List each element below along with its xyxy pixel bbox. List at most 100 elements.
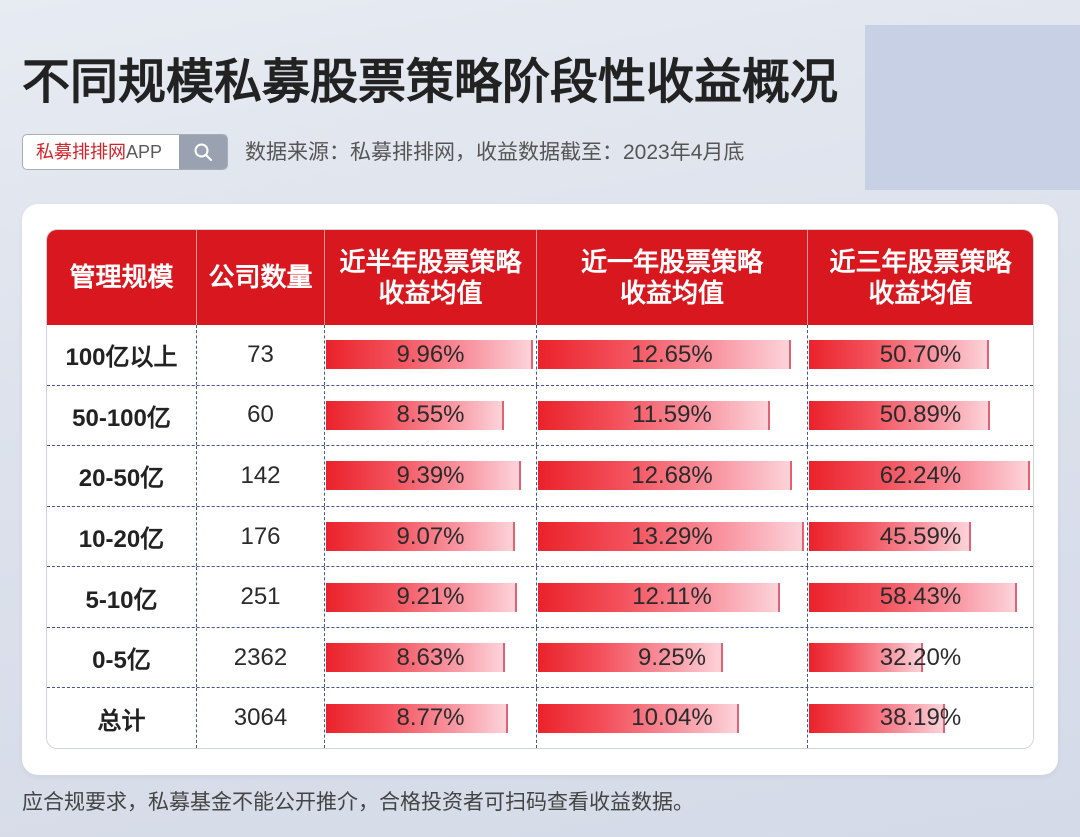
search-suffix: APP	[126, 142, 163, 162]
return-value-three-year: 50.89%	[879, 401, 962, 429]
return-bar-half-year	[326, 582, 518, 612]
return-bar-one-year	[538, 703, 739, 733]
table-row: 5-10亿 251 9.21% 12.11% 58.43%	[47, 567, 1033, 628]
return-cell-one-year: 12.11%	[537, 567, 808, 627]
header-one-year-line2: 收益均值	[619, 277, 724, 308]
table-row: 100亿以上 73 9.96% 12.65% 50.70%	[47, 325, 1033, 386]
header-company-count-label: 公司数量	[208, 262, 313, 292]
table-row: 0-5亿 2362 8.63% 9.25% 32.20%	[47, 627, 1033, 689]
search-brand: 私募排排网	[36, 142, 126, 162]
search-box[interactable]: 私募排排网APP	[22, 134, 228, 170]
table-row: 20-50亿 142 9.39% 12.68% 62.24%	[47, 446, 1033, 507]
data-source-note: 数据来源：私募排排网，收益数据截至：2023年4月底	[245, 141, 745, 164]
return-cell-three-year: 50.70%	[808, 325, 1033, 385]
return-value-three-year: 45.59%	[879, 522, 962, 550]
company-count: 251	[240, 583, 281, 611]
company-count: 73	[247, 340, 274, 368]
table-row: 10-20亿 176 9.07% 13.29% 45.59%	[47, 506, 1033, 568]
table-header: 管理规模 公司数量 近半年股票策略 收益均值 近一年股票策略 收益均值 近三年股…	[47, 230, 1033, 325]
search-icon-handle	[205, 154, 212, 161]
return-bar-three-year	[809, 340, 989, 370]
company-count-cell: 251	[197, 567, 325, 627]
background-panel	[865, 25, 1080, 190]
return-value-one-year: 10.04%	[631, 704, 713, 732]
scale-cell: 总计	[47, 688, 197, 748]
return-value-three-year: 38.19%	[879, 704, 962, 732]
company-count: 176	[240, 522, 281, 550]
return-value-one-year: 13.29%	[631, 522, 713, 550]
header-half-year-line1: 近半年股票策略	[339, 246, 522, 277]
header-one-year-line1: 近一年股票策略	[580, 246, 763, 277]
return-bar-three-year	[809, 461, 1030, 491]
return-cell-half-year: 9.39%	[325, 446, 537, 506]
return-value-half-year: 9.07%	[396, 522, 465, 550]
scale-label: 100亿以上	[65, 344, 178, 372]
table-body: 100亿以上 73 9.96% 12.65% 50.70% 50-100亿 60 8.55% 1…	[47, 325, 1033, 748]
return-bar-half-year	[326, 340, 533, 370]
return-cell-one-year: 12.65%	[537, 325, 808, 385]
return-cell-three-year: 62.24%	[808, 446, 1033, 506]
search-button[interactable]	[179, 135, 227, 169]
header-one-year: 近一年股票策略 收益均值	[537, 230, 808, 325]
return-value-three-year: 32.20%	[879, 643, 962, 671]
header-scale-label: 管理规模	[69, 262, 174, 292]
header-three-year: 近三年股票策略 收益均值	[808, 230, 1033, 325]
return-value-one-year: 11.59%	[632, 401, 712, 429]
scale-cell: 5-10亿	[47, 567, 197, 627]
table-card: 管理规模 公司数量 近半年股票策略 收益均值 近一年股票策略 收益均值 近三年股…	[22, 204, 1058, 775]
return-cell-half-year: 9.96%	[325, 325, 537, 385]
return-cell-one-year: 9.25%	[537, 627, 808, 688]
header-half-year-line2: 收益均值	[378, 277, 483, 308]
return-bar-one-year	[538, 522, 804, 552]
return-cell-one-year: 11.59%	[537, 385, 808, 446]
return-bar-half-year	[326, 522, 515, 552]
company-count: 2362	[233, 643, 288, 671]
table-row: 50-100亿 60 8.55% 11.59% 50.89%	[47, 385, 1033, 447]
company-count: 3064	[233, 704, 288, 732]
return-cell-half-year: 9.07%	[325, 506, 537, 567]
return-value-three-year: 58.43%	[879, 583, 962, 611]
company-count: 142	[240, 461, 281, 489]
company-count-cell: 142	[197, 446, 325, 506]
return-bar-half-year	[326, 703, 509, 733]
return-bar-half-year	[326, 643, 506, 673]
return-value-three-year: 62.24%	[879, 461, 962, 489]
scale-label: 5-10亿	[85, 586, 158, 614]
search-icon-lens	[194, 143, 209, 158]
return-bar-one-year	[538, 340, 792, 370]
return-value-half-year: 8.63%	[396, 643, 465, 671]
company-count-cell: 2362	[197, 627, 325, 688]
scale-cell: 10-20亿	[47, 506, 197, 567]
return-value-one-year: 12.11%	[632, 583, 712, 611]
return-bar-half-year	[326, 461, 522, 491]
scale-label: 50-100亿	[72, 404, 171, 432]
return-cell-one-year: 10.04%	[537, 688, 808, 748]
return-bar-one-year	[538, 582, 781, 612]
return-bar-one-year	[538, 400, 770, 430]
return-cell-three-year: 50.89%	[808, 386, 1033, 446]
scale-cell: 50-100亿	[47, 385, 197, 446]
search-icon	[194, 143, 212, 161]
company-count-cell: 73	[197, 325, 325, 385]
company-count: 60	[247, 401, 274, 429]
return-cell-half-year: 9.21%	[325, 567, 537, 627]
header-three-year-line1: 近三年股票策略	[829, 246, 1012, 277]
return-bar-one-year	[538, 643, 724, 673]
return-value-one-year: 9.25%	[637, 643, 707, 671]
header-company-count: 公司数量	[197, 230, 325, 325]
header-scale: 管理规模	[47, 230, 197, 325]
return-cell-three-year: 32.20%	[808, 628, 1033, 688]
table-row: 总计 3064 8.77% 10.04% 38.19%	[47, 688, 1033, 748]
return-cell-half-year: 8.63%	[325, 627, 537, 688]
return-bar-three-year	[809, 400, 990, 430]
returns-table: 管理规模 公司数量 近半年股票策略 收益均值 近一年股票策略 收益均值 近三年股…	[47, 230, 1033, 748]
scale-cell: 20-50亿	[47, 446, 197, 506]
return-cell-one-year: 12.68%	[537, 446, 808, 506]
return-cell-three-year: 38.19%	[808, 688, 1033, 748]
return-value-half-year: 9.39%	[396, 461, 465, 489]
search-app-name: 私募排排网APP	[23, 135, 179, 169]
return-bar-three-year	[809, 643, 924, 673]
return-value-one-year: 12.65%	[631, 340, 713, 368]
return-value-half-year: 9.96%	[396, 340, 465, 368]
scale-label: 0-5亿	[92, 647, 151, 675]
